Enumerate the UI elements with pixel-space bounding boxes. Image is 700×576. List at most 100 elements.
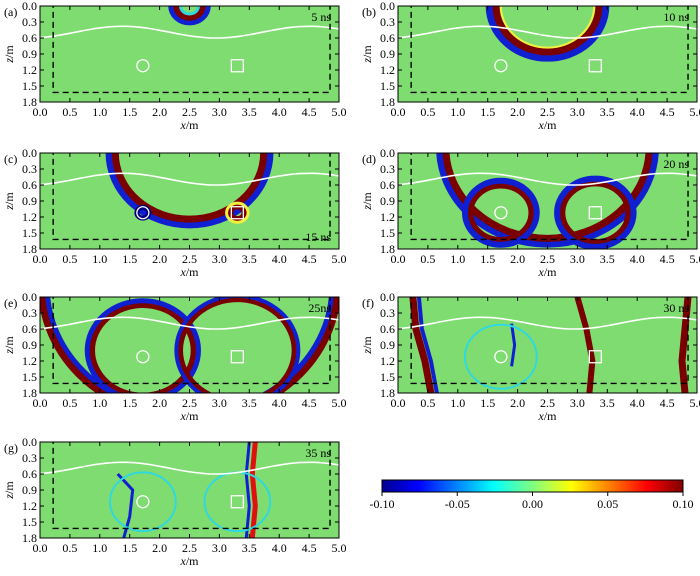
x-tick-label: 0.5 [420, 252, 435, 266]
pml-boundary [410, 153, 689, 241]
z-tick-label: 0.9 [22, 483, 37, 497]
x-tick-label: 5.0 [332, 541, 347, 555]
panel-letter: (g) [4, 441, 18, 455]
x-tick-label: 3.0 [570, 396, 585, 410]
z-tick-label: 1.2 [380, 63, 395, 77]
z-tick-label: 0.6 [380, 178, 395, 192]
x-tick-label: 1.5 [480, 252, 495, 266]
wavefield-background [398, 297, 697, 393]
time-label: 20 ns [663, 157, 689, 171]
pml-boundary [410, 297, 689, 385]
x-tick-label: 1.0 [92, 396, 107, 410]
x-tick-label: 0.5 [420, 396, 435, 410]
wavefront-arc [111, 153, 268, 223]
z-tick-label: 1.2 [22, 210, 37, 224]
square-target [588, 350, 602, 364]
x-tick-label: 0.0 [33, 105, 48, 119]
pml-boundary [410, 6, 689, 94]
circle-target [494, 350, 508, 364]
x-tick-label: 2.0 [152, 252, 167, 266]
colorbar-tick-label: -0.05 [445, 497, 470, 511]
interface-line [40, 461, 339, 475]
x-tick-label: 0.0 [33, 252, 48, 266]
wavefront-arc [461, 177, 540, 248]
wavefront-path [409, 297, 435, 393]
z-tick-label: 0.6 [22, 322, 37, 336]
time-label: 5 ns [311, 10, 331, 24]
wavefront-arc [492, 6, 603, 56]
time-label: 30 ns [663, 301, 689, 315]
x-tick-label: 0.5 [420, 105, 435, 119]
colorbar-tick-label: 0.10 [673, 497, 694, 511]
z-axis-label: z/m [2, 336, 16, 355]
wavefronts [409, 297, 692, 393]
square-target [230, 495, 244, 509]
panel-letter: (a) [4, 5, 17, 19]
z-tick-label: 0.6 [22, 178, 37, 192]
wavefronts [436, 153, 659, 249]
x-tick-label: 5.0 [690, 252, 700, 266]
wavefront-arc [174, 297, 301, 393]
circle-target [136, 59, 150, 73]
panel-e: 0.0 0.5 1.0 1.5 2.0 2.5 3.0 3.5 4.0 4.5 5.0 0.0 0.3 0… [2, 290, 347, 423]
z-tick-label: 1.8 [22, 531, 37, 545]
x-tick-label: 0.0 [391, 396, 406, 410]
x-tick-label: 4.5 [302, 252, 317, 266]
z-axis-label: z/m [2, 192, 16, 211]
panel-d: 0.0 0.5 1.0 1.5 2.0 2.5 3.0 3.5 4.0 4.5 5.0 0.0 0.3 0… [360, 146, 700, 279]
panel-f: 0.0 0.5 1.0 1.5 2.0 2.5 3.0 3.5 4.0 4.5 5.0 0.0 0.3 0… [360, 290, 700, 423]
x-tick-label: 4.5 [660, 252, 675, 266]
x-tick-label: 4.0 [272, 396, 287, 410]
z-tick-label: 0.3 [380, 162, 395, 176]
x-tick-label: 5.0 [690, 105, 700, 119]
z-tick-label: 1.5 [22, 79, 37, 93]
x-tick-label: 1.0 [450, 105, 465, 119]
z-tick-label: 1.5 [22, 226, 37, 240]
z-tick-label: 0.6 [22, 31, 37, 45]
x-tick-label: 1.0 [92, 541, 107, 555]
x-tick-label: 4.5 [302, 396, 317, 410]
z-tick-label: 0.0 [380, 0, 395, 13]
x-tick-label: 2.0 [510, 396, 525, 410]
colorbar-tick-label: 0.00 [522, 497, 543, 511]
x-axis-label: x/m [180, 409, 200, 423]
interface-line [398, 316, 697, 330]
z-tick-label: 0.3 [22, 162, 37, 176]
x-tick-label: 2.5 [182, 105, 197, 119]
z-tick-label: 1.5 [22, 370, 37, 384]
wavefront-path [416, 297, 439, 393]
x-tick-label: 0.5 [62, 396, 77, 410]
z-tick-label: 1.8 [380, 386, 395, 400]
z-axis-label: z/m [2, 45, 16, 64]
x-axis-label: x/m [180, 554, 200, 568]
x-tick-label: 2.5 [182, 252, 197, 266]
wavefront-arc [168, 6, 211, 26]
colorbar: -0.10 -0.05 0.00 0.05 0.10 [370, 479, 694, 511]
square-target [230, 206, 244, 220]
colorbar-tick-label: -0.10 [370, 497, 395, 511]
wavefield-background [40, 442, 339, 538]
wavefront-path [678, 297, 692, 393]
interface-line [398, 25, 697, 39]
wavefront-arc [485, 6, 610, 62]
z-tick-label: 1.5 [380, 370, 395, 384]
pml-boundary [52, 297, 331, 385]
z-tick-label: 0.6 [22, 467, 37, 481]
z-tick-label: 0.6 [380, 31, 395, 45]
z-tick-label: 1.8 [380, 95, 395, 109]
z-tick-label: 0.6 [380, 322, 395, 336]
z-tick-label: 0.3 [22, 15, 37, 29]
panel-g: 0.0 0.5 1.0 1.5 2.0 2.5 3.0 3.5 4.0 4.5 5.0 0.0 0.3 0… [2, 435, 347, 568]
wavefront-arc [442, 153, 653, 242]
x-tick-label: 0.0 [33, 541, 48, 555]
x-tick-label: 0.5 [62, 252, 77, 266]
square-target [588, 59, 602, 73]
wavefront-arc [173, 6, 206, 21]
x-tick-label: 4.0 [630, 252, 645, 266]
wavefront-arc [499, 6, 596, 49]
x-tick-label: 2.5 [540, 105, 555, 119]
wavefront-path [574, 297, 596, 393]
x-tick-label: 3.5 [242, 252, 257, 266]
z-tick-label: 1.5 [22, 515, 37, 529]
